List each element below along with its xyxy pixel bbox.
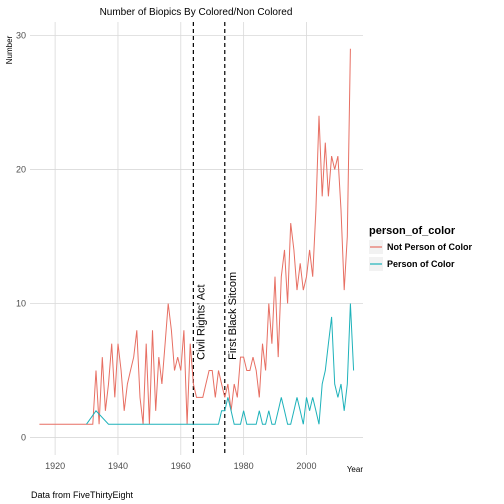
x-axis-title: Year [347,465,364,474]
y-tick-label: 10 [16,299,26,309]
legend: person_of_color Not Person of Color Perso… [369,225,472,271]
x-tick-label: 1980 [234,461,254,471]
series-line-not-person-of-color [39,48,351,425]
y-tick-label: 0 [21,433,26,443]
x-tick-label: 2000 [296,461,316,471]
tick-labels: 1920 1940 1960 1980 2000 0 10 20 30 [16,30,316,471]
x-tick-label: 1940 [108,461,128,471]
caption: Data from FiveThirtyEight [31,490,134,500]
annotation-lines: Civil Rights' Act First Black Sitcom [192,22,239,455]
series-lines [39,48,355,425]
grid-lines [30,22,363,455]
x-tick-label: 1920 [45,461,65,471]
y-tick-label: 20 [16,164,26,174]
legend-label: Person of Color [387,259,455,269]
annotation-label: First Black Sitcom [227,272,239,360]
series-line-person-of-color [86,303,355,425]
annotation-label: Civil Rights' Act [195,284,207,359]
legend-title: person_of_color [369,225,456,237]
legend-items: Not Person of Color Person of Color [369,240,472,271]
y-tick-label: 30 [16,30,26,40]
x-tick-label: 1960 [171,461,191,471]
chart-title: Number of Biopics By Colored/Non Colored [100,7,293,18]
legend-label: Not Person of Color [387,242,472,252]
y-axis-title: Number [5,35,14,64]
